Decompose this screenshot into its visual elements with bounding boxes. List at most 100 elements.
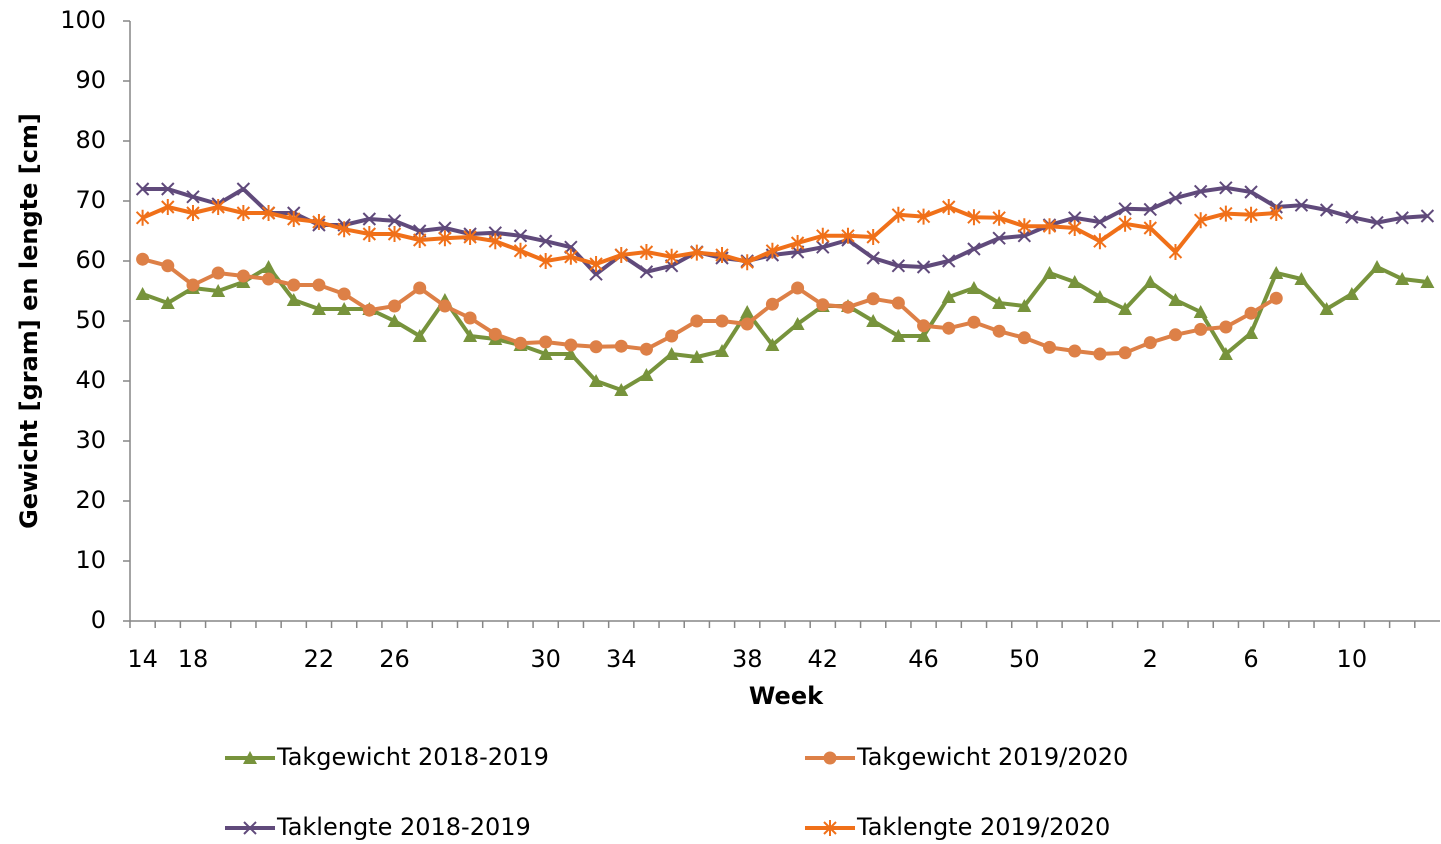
data-point bbox=[639, 342, 653, 356]
data-point bbox=[513, 229, 528, 243]
data-point bbox=[589, 256, 603, 272]
legend-marker bbox=[823, 751, 837, 765]
x-tick-label: 42 bbox=[808, 645, 839, 673]
legend-marker bbox=[823, 820, 837, 836]
data-point bbox=[438, 221, 452, 235]
data-point bbox=[614, 383, 629, 396]
x-tick-label: 22 bbox=[304, 645, 335, 673]
data-point bbox=[639, 368, 654, 381]
legend-marker bbox=[243, 821, 257, 835]
data-point bbox=[538, 347, 553, 360]
data-point bbox=[891, 206, 906, 223]
data-point bbox=[740, 305, 755, 318]
data-point bbox=[538, 253, 553, 269]
x-tick-label: 38 bbox=[732, 645, 763, 673]
data-point bbox=[135, 287, 150, 300]
data-point bbox=[135, 209, 150, 226]
data-point bbox=[564, 248, 578, 265]
series-line bbox=[141, 265, 1428, 392]
data-point bbox=[1244, 206, 1258, 223]
legend-label: Taklengte 2019/2020 bbox=[856, 813, 1110, 841]
y-tick-label: 0 bbox=[91, 606, 106, 634]
data-point bbox=[488, 233, 502, 250]
data-point bbox=[287, 211, 301, 227]
data-point bbox=[387, 214, 402, 228]
data-point bbox=[866, 314, 881, 327]
data-point bbox=[916, 329, 931, 342]
data-point bbox=[1017, 218, 1032, 235]
data-point bbox=[866, 251, 880, 265]
data-point bbox=[463, 311, 477, 325]
data-point bbox=[1118, 215, 1132, 232]
data-point bbox=[891, 259, 906, 273]
y-tick-label: 80 bbox=[75, 126, 106, 154]
data-point bbox=[614, 247, 628, 263]
data-point bbox=[1143, 202, 1157, 217]
data-point bbox=[1168, 293, 1183, 306]
data-point bbox=[1068, 220, 1082, 236]
data-point bbox=[715, 344, 730, 357]
data-point bbox=[992, 231, 1006, 245]
data-point bbox=[1319, 302, 1334, 315]
data-point bbox=[1219, 205, 1233, 222]
data-point bbox=[942, 254, 956, 268]
y-axis-title: Gewicht [gram] en lengte [cm] bbox=[15, 113, 43, 529]
data-point bbox=[942, 321, 956, 335]
data-point bbox=[538, 234, 553, 248]
data-point bbox=[1143, 220, 1157, 236]
data-point bbox=[539, 335, 553, 349]
data-point bbox=[841, 227, 855, 244]
data-point bbox=[992, 296, 1007, 309]
data-point bbox=[690, 314, 704, 328]
data-point bbox=[891, 296, 905, 310]
data-point bbox=[161, 199, 175, 215]
data-point bbox=[740, 254, 754, 271]
x-tick-label: 50 bbox=[1009, 645, 1040, 673]
data-point bbox=[1042, 266, 1057, 279]
data-point bbox=[941, 290, 956, 303]
data-point bbox=[211, 266, 225, 280]
data-point bbox=[1193, 184, 1208, 199]
data-point bbox=[362, 226, 377, 242]
data-point bbox=[236, 269, 250, 283]
data-point bbox=[765, 338, 780, 351]
data-point bbox=[186, 205, 200, 221]
data-point bbox=[311, 302, 326, 315]
data-point bbox=[413, 281, 427, 295]
x-tick-label: 2 bbox=[1143, 645, 1158, 673]
y-tick-label: 30 bbox=[75, 426, 106, 454]
data-point bbox=[488, 327, 502, 341]
data-point bbox=[866, 292, 880, 306]
x-tick-label: 6 bbox=[1243, 645, 1258, 673]
data-point bbox=[866, 229, 880, 245]
y-tick-label: 50 bbox=[75, 306, 106, 334]
data-point bbox=[161, 182, 175, 196]
data-point bbox=[1168, 328, 1182, 342]
series-line bbox=[141, 205, 1277, 266]
data-point bbox=[916, 208, 931, 225]
data-point bbox=[664, 347, 679, 360]
x-tick-label: 26 bbox=[379, 645, 410, 673]
legend-label: Takgewicht 2019/2020 bbox=[856, 743, 1128, 771]
data-point bbox=[639, 265, 654, 279]
data-point bbox=[589, 374, 604, 387]
data-point bbox=[1420, 209, 1435, 223]
data-point bbox=[790, 317, 805, 330]
data-point bbox=[362, 303, 376, 317]
data-point bbox=[438, 299, 452, 313]
data-point bbox=[564, 240, 578, 254]
data-point bbox=[513, 336, 527, 350]
data-point bbox=[1344, 287, 1359, 300]
data-point bbox=[589, 340, 603, 354]
data-point bbox=[337, 221, 351, 238]
data-point bbox=[236, 182, 251, 196]
data-point bbox=[665, 329, 679, 343]
data-point bbox=[261, 260, 276, 273]
data-point bbox=[563, 347, 578, 360]
data-point bbox=[1294, 272, 1309, 285]
data-point bbox=[967, 209, 981, 226]
data-point bbox=[790, 235, 805, 251]
data-point bbox=[1244, 326, 1259, 339]
data-point bbox=[463, 329, 478, 342]
